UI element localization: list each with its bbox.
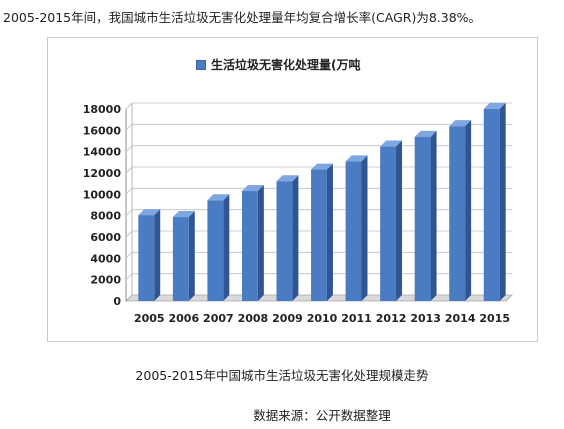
gridline-depth — [125, 209, 133, 216]
chart-caption: 2005-2015年中国城市生活垃圾无害化处理规模走势 — [135, 368, 429, 383]
y-tick-label: 16000 — [83, 124, 122, 137]
bar-front — [241, 191, 258, 301]
bar-top — [380, 140, 403, 147]
bar-top — [311, 163, 333, 170]
gridline-depth — [125, 230, 133, 238]
bar-front — [311, 169, 327, 301]
y-tick-label: 2000 — [90, 274, 121, 287]
bar-top — [207, 194, 230, 201]
bar-top — [172, 211, 195, 218]
bar-front — [207, 200, 224, 301]
gridline-depth — [125, 273, 133, 280]
legend-label: 生活垃圾无害化处理量(万吨 — [211, 58, 361, 72]
bar-front — [483, 108, 500, 301]
bar-2007 — [207, 194, 230, 301]
x-tick-label: 2012 — [376, 312, 407, 325]
bar-front — [172, 217, 189, 301]
bar-front — [414, 136, 431, 301]
bar-2012 — [380, 140, 403, 301]
bar-2011 — [345, 155, 368, 301]
y-tick-label: 4000 — [90, 252, 121, 265]
bar-side — [499, 102, 506, 301]
y-tick-label: 18000 — [83, 103, 122, 116]
bar-front — [449, 126, 466, 301]
y-tick-label: 8000 — [90, 210, 121, 223]
bar-top — [276, 175, 299, 182]
bar-side — [430, 130, 437, 301]
bar-2014 — [449, 120, 472, 301]
x-tick-label: 2010 — [307, 312, 338, 325]
x-tick-label: 2013 — [410, 312, 441, 325]
bar-front — [345, 161, 362, 301]
y-tick-label: 0 — [113, 295, 121, 308]
bar-2013 — [414, 130, 437, 301]
chart-legend: 生活垃圾无害化处理量(万吨 — [196, 56, 361, 73]
intro-text: 2005-2015年间，我国城市生活垃圾无害化处理量年均复合增长率(CAGR)为… — [3, 10, 482, 25]
bar-2008 — [241, 185, 264, 301]
gridline-depth — [125, 166, 133, 174]
y-tick-label: 10000 — [83, 188, 122, 201]
bar-front — [138, 215, 155, 301]
y-tick-label: 6000 — [90, 231, 121, 244]
bar-2009 — [276, 175, 299, 301]
x-tick-label: 2006 — [169, 312, 200, 325]
bar-2005 — [138, 209, 161, 301]
gridline-depth — [125, 102, 133, 110]
gridline-depth — [125, 188, 133, 195]
bar-side — [257, 185, 264, 301]
bar-top — [241, 185, 264, 192]
x-tick-label: 2005 — [134, 312, 165, 325]
bar-top — [138, 209, 161, 216]
bar-side — [361, 155, 368, 301]
y-tick-label: 12000 — [83, 167, 122, 180]
gridline-depth — [125, 252, 133, 259]
legend-swatch — [196, 59, 206, 70]
bar-2006 — [172, 211, 195, 301]
x-tick-label: 2015 — [479, 312, 510, 325]
bar-top — [345, 155, 368, 162]
bar-side — [188, 211, 195, 301]
x-tick-label: 2007 — [203, 312, 234, 325]
bar-side — [223, 194, 230, 301]
y-tick-label: 14000 — [83, 146, 122, 159]
bar-side — [465, 120, 472, 301]
bar-side — [154, 209, 161, 301]
bar-front — [380, 146, 397, 301]
x-tick-label: 2008 — [238, 312, 269, 325]
gridline-depth — [125, 124, 133, 131]
bar-top — [449, 120, 472, 127]
bar-side — [396, 140, 403, 301]
bar-2010 — [311, 163, 333, 301]
data-source: 数据来源：公开数据整理 — [253, 408, 391, 423]
x-tick-label: 2009 — [272, 312, 303, 325]
x-tick-label: 2011 — [341, 312, 372, 325]
gridline-depth — [125, 145, 133, 152]
bar-2015 — [483, 102, 506, 301]
bar-top — [414, 130, 437, 137]
bar-side — [292, 175, 299, 301]
bar-front — [276, 181, 293, 301]
bar-top — [483, 102, 506, 109]
bar-side — [326, 163, 333, 301]
x-tick-label: 2014 — [445, 312, 476, 325]
